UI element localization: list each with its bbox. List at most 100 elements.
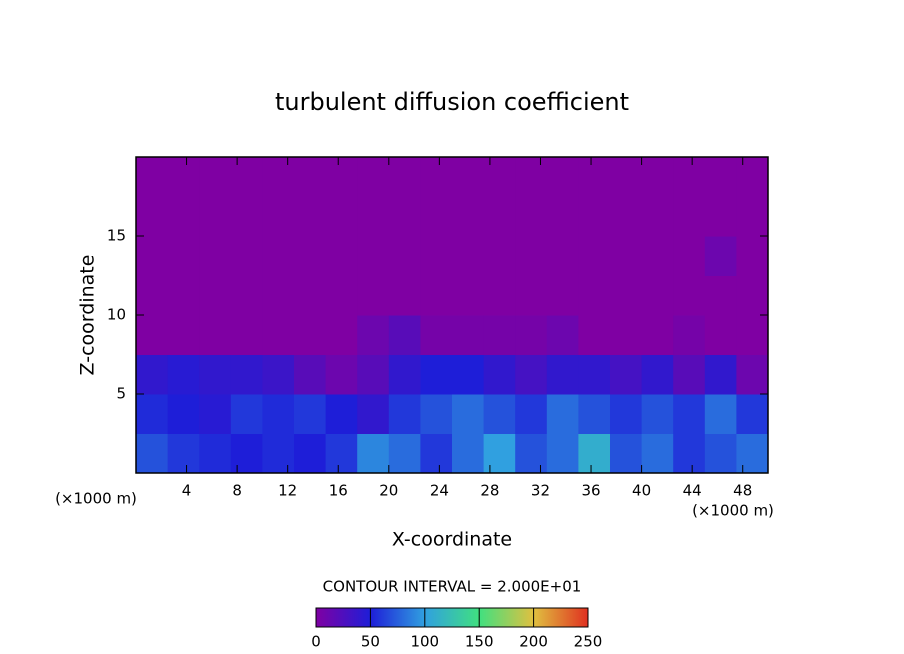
heatmap-cell (578, 354, 611, 395)
heatmap-cell (294, 433, 327, 474)
heatmap-cell (388, 275, 421, 316)
heatmap-cell (483, 394, 516, 434)
colorbar-tick-label: 150 (465, 633, 494, 651)
x-tick-label: 32 (531, 482, 550, 500)
contour-note: CONTOUR INTERVAL = 2.000E+01 (323, 578, 582, 596)
heatmap-cell (610, 275, 643, 316)
x-tick-label: 12 (278, 482, 297, 500)
heatmap-cell (641, 275, 674, 316)
heatmap-cell (420, 275, 453, 316)
heatmap-cell (673, 275, 706, 316)
heatmap-cell (736, 433, 769, 474)
colorbar-tick-label: 250 (574, 633, 603, 651)
heatmap-cell (388, 196, 421, 237)
heatmap-cell (136, 433, 169, 474)
heatmap-cell (483, 196, 516, 237)
heatmap-cell (294, 236, 327, 276)
heatmap-cell (262, 315, 295, 355)
heatmap-cell (357, 236, 390, 276)
heatmap-cell (641, 315, 674, 355)
heatmap-cell (515, 236, 548, 276)
heatmap-cell (610, 236, 643, 276)
heatmap-cell (388, 433, 421, 474)
heatmap-cell (388, 354, 421, 395)
x-tick-label: 40 (632, 482, 651, 500)
heatmap-cell (515, 196, 548, 237)
heatmap-cell (420, 433, 453, 474)
heatmap-cell (610, 315, 643, 355)
heatmap-cell (736, 275, 769, 316)
heatmap-cell (610, 354, 643, 395)
heatmap-cell (704, 433, 737, 474)
heatmap-cell (673, 394, 706, 434)
heatmap-cell (230, 354, 263, 395)
heatmap-cell (515, 315, 548, 355)
heatmap-cell (230, 394, 263, 434)
heatmap-cell (578, 157, 611, 197)
heatmap-cell (578, 315, 611, 355)
heatmap-cell (515, 354, 548, 395)
heatmap-cell (736, 354, 769, 395)
x-tick-label: 28 (480, 482, 499, 500)
heatmap-cell (515, 275, 548, 316)
heatmap-cell (483, 236, 516, 276)
heatmap-cell (230, 433, 263, 474)
heatmap-cell (578, 196, 611, 237)
heatmap-cell (294, 354, 327, 395)
heatmap-cell (610, 433, 643, 474)
heatmap-cell (641, 394, 674, 434)
heatmap-cell (420, 236, 453, 276)
heatmap-cell (610, 394, 643, 434)
heatmap-cell (452, 275, 485, 316)
heatmap-cell (420, 157, 453, 197)
heatmap-cell (325, 157, 358, 197)
heatmap-cell (199, 196, 232, 237)
heatmap-cell (704, 315, 737, 355)
heatmap-cell (420, 315, 453, 355)
heatmap-cell (357, 354, 390, 395)
colorbar-tick-label: 50 (361, 633, 380, 651)
heatmap-cell (546, 354, 579, 395)
heatmap-cell (704, 394, 737, 434)
heatmap-cell (673, 196, 706, 237)
y-tick-label: 10 (107, 306, 126, 324)
heatmap-cell (357, 275, 390, 316)
heatmap-cell (325, 354, 358, 395)
x-tick-label: 8 (232, 482, 242, 500)
heatmap-cell (136, 394, 169, 434)
heatmap-cell (294, 275, 327, 316)
heatmap-cell (388, 157, 421, 197)
heatmap-cell (167, 196, 200, 237)
x-tick-label: 36 (581, 482, 600, 500)
heatmap-cell (230, 315, 263, 355)
heatmap-cell (388, 394, 421, 434)
heatmap-cell (483, 354, 516, 395)
heatmap-cell (641, 157, 674, 197)
heatmap-cell (230, 275, 263, 316)
x-unit: (×1000 m) (55, 490, 137, 508)
colorbar-tick-label: 200 (519, 633, 548, 651)
heatmap-cell (294, 394, 327, 434)
heatmap-cell (452, 315, 485, 355)
colorbar-tick-label: 100 (410, 633, 439, 651)
heatmap-cell (294, 315, 327, 355)
heatmap-cell (546, 394, 579, 434)
heatmap-cell (420, 196, 453, 237)
heatmap-cell (546, 157, 579, 197)
chart-title: turbulent diffusion coefficient (275, 88, 629, 116)
heatmap-cell (262, 354, 295, 395)
heatmap-cell (483, 275, 516, 316)
colorbar-tick-label: 0 (311, 633, 321, 651)
heatmap-cell (452, 394, 485, 434)
heatmap-cell (452, 354, 485, 395)
heatmap-cell (325, 394, 358, 434)
heatmap-cell (673, 315, 706, 355)
heatmap-cell (483, 315, 516, 355)
heatmap-cell (167, 275, 200, 316)
heatmap-cell (452, 196, 485, 237)
heatmap-cell (167, 157, 200, 197)
heatmap-cell (230, 196, 263, 237)
heatmap-cell (262, 236, 295, 276)
heatmap-cell (294, 157, 327, 197)
